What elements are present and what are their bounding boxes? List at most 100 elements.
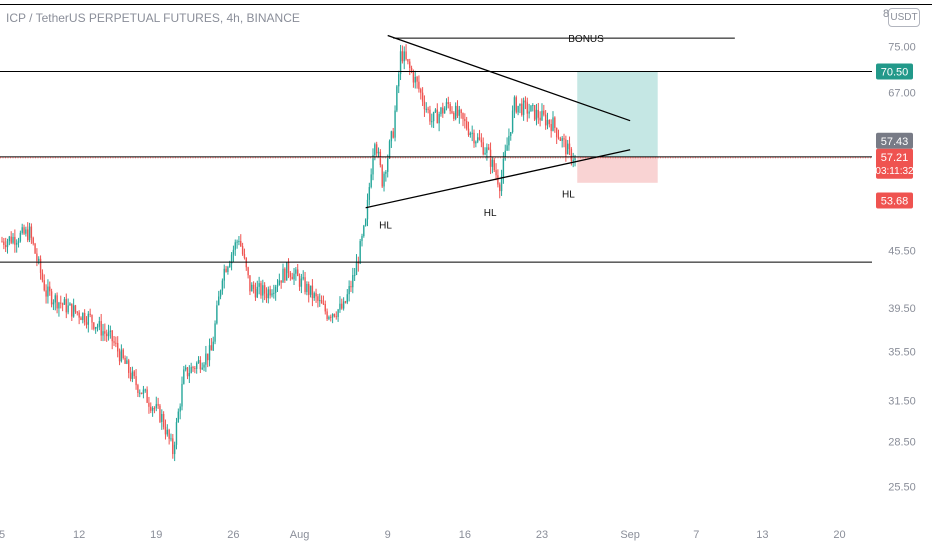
candle-body (34, 243, 36, 254)
candle-body (302, 277, 304, 279)
candle-body (350, 286, 352, 288)
candle-body (39, 258, 42, 273)
candle-body (232, 249, 235, 255)
candle-body (188, 373, 191, 377)
candle-body (510, 132, 512, 136)
candle-body (473, 132, 475, 144)
candle-body (291, 276, 293, 280)
candle-body (107, 332, 110, 337)
candle-body (128, 360, 130, 373)
candle-body (377, 151, 380, 154)
candle-body (225, 268, 227, 272)
candle-body (339, 303, 341, 310)
candle-body (194, 367, 196, 369)
position-tool[interactable] (577, 71, 658, 183)
candle-body (177, 411, 180, 423)
candle-body (282, 268, 284, 283)
price-axis[interactable]: 8 75.00 67.00 45.50 39.50 35.50 31.50 28.50 25.5… (883, 8, 916, 494)
y-tick-label: 35.50 (888, 347, 916, 359)
horizontal-levels[interactable] (0, 4, 932, 263)
time-axis[interactable]: 5 12 19 26 Aug 9 16 23 Sep 7 13 20 (0, 529, 846, 541)
candle-body (491, 159, 494, 167)
candle-body (170, 438, 172, 440)
candle-body (416, 76, 418, 82)
candle-body (284, 268, 286, 281)
candle-body (205, 353, 207, 365)
candle-body (434, 109, 437, 112)
candle-body (260, 283, 262, 296)
currency-badge[interactable]: USDT (888, 8, 920, 27)
candle-body (113, 341, 115, 343)
candle-body (432, 111, 435, 122)
stop-zone[interactable] (577, 156, 658, 183)
candle-body (4, 244, 7, 248)
candle-body (267, 289, 270, 299)
candle-body (258, 283, 260, 287)
candle-body (421, 92, 424, 102)
candle-body (319, 300, 321, 302)
upper-trendline[interactable] (387, 34, 631, 122)
candle-body (54, 295, 56, 303)
candle-body (229, 263, 231, 268)
candle-body (234, 242, 236, 250)
candle-body (172, 438, 174, 455)
y-tick-label: 75.00 (888, 41, 916, 53)
candle-body (443, 108, 446, 114)
candle-body (67, 305, 69, 313)
candle-body (8, 236, 11, 242)
trendlines[interactable] (365, 34, 631, 209)
candle-body (447, 102, 450, 104)
target-zone[interactable] (577, 71, 658, 157)
candle-body (392, 131, 394, 138)
candle-body (210, 345, 213, 351)
candle-body (499, 184, 501, 192)
candle-body (425, 108, 427, 110)
candle-body (423, 101, 426, 110)
annotations: HL HL HL BONUS (379, 34, 604, 232)
candle-body (460, 109, 462, 114)
candle-body (320, 300, 323, 304)
candle-body (6, 241, 9, 248)
candle-body (528, 111, 530, 114)
current-price-badge (876, 148, 913, 179)
candle-body (118, 351, 121, 362)
candle-body (93, 322, 95, 329)
candle-body (148, 402, 150, 407)
candle-body (557, 137, 560, 139)
candle-body (199, 360, 202, 370)
candle-body (366, 199, 369, 220)
candle-body (522, 100, 525, 115)
candle-body (298, 276, 301, 287)
candle-body (379, 151, 382, 166)
candle-body (219, 290, 222, 297)
candle-body (383, 173, 385, 187)
candle-body (385, 171, 387, 174)
candle-body (10, 236, 12, 243)
candle-body (297, 269, 299, 277)
candle-body (126, 360, 128, 364)
last-price-badge-text: 57.43 (881, 136, 909, 148)
x-tick-label: 23 (536, 529, 548, 541)
candle-body (12, 236, 14, 243)
candle-body (111, 330, 113, 342)
y-tick-label: 39.50 (888, 303, 916, 315)
candle-body (85, 322, 88, 325)
candle-body (370, 174, 372, 188)
candle-body (43, 280, 45, 291)
candle-body (139, 392, 141, 394)
candle-body (530, 105, 532, 112)
candle-body (27, 229, 29, 241)
candle-body (28, 226, 31, 241)
candle-body (341, 303, 343, 309)
candle-body (486, 147, 488, 153)
candle-body (431, 121, 433, 123)
target-price-badge (876, 63, 913, 80)
candle-body (427, 108, 429, 110)
candle-body (344, 301, 347, 303)
candle-body (502, 158, 505, 177)
lower-trendline[interactable] (365, 149, 631, 209)
candle-body (440, 107, 442, 115)
candle-body (14, 236, 16, 245)
candle-body (403, 51, 405, 62)
